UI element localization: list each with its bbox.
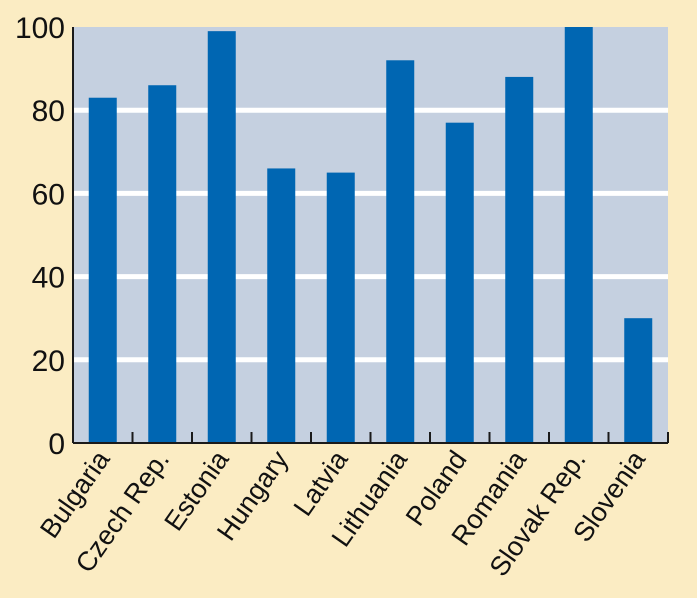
- bar-estonia: [207, 31, 236, 443]
- y-tick-label-40: 40: [32, 262, 65, 295]
- bar-lithuania: [386, 60, 415, 443]
- bar-romania: [505, 76, 534, 444]
- bar-slovak-rep: [564, 27, 593, 443]
- bar-slovenia: [624, 318, 653, 443]
- y-tick-label-100: 100: [15, 12, 65, 45]
- bar-latvia: [326, 172, 355, 443]
- axes: [72, 27, 669, 444]
- y-tick-label-80: 80: [32, 95, 65, 128]
- y-tick-label-60: 60: [32, 178, 65, 211]
- y-tick-labels: 0 20 40 60 80 100: [15, 12, 65, 461]
- bar-czech-rep: [148, 85, 177, 444]
- y-tick-label-20: 20: [32, 345, 65, 378]
- y-tick-label-0: 0: [48, 428, 65, 461]
- bar-bulgaria: [88, 97, 117, 443]
- bars: [88, 27, 653, 444]
- bar-hungary: [267, 168, 296, 443]
- bar-poland: [445, 122, 474, 444]
